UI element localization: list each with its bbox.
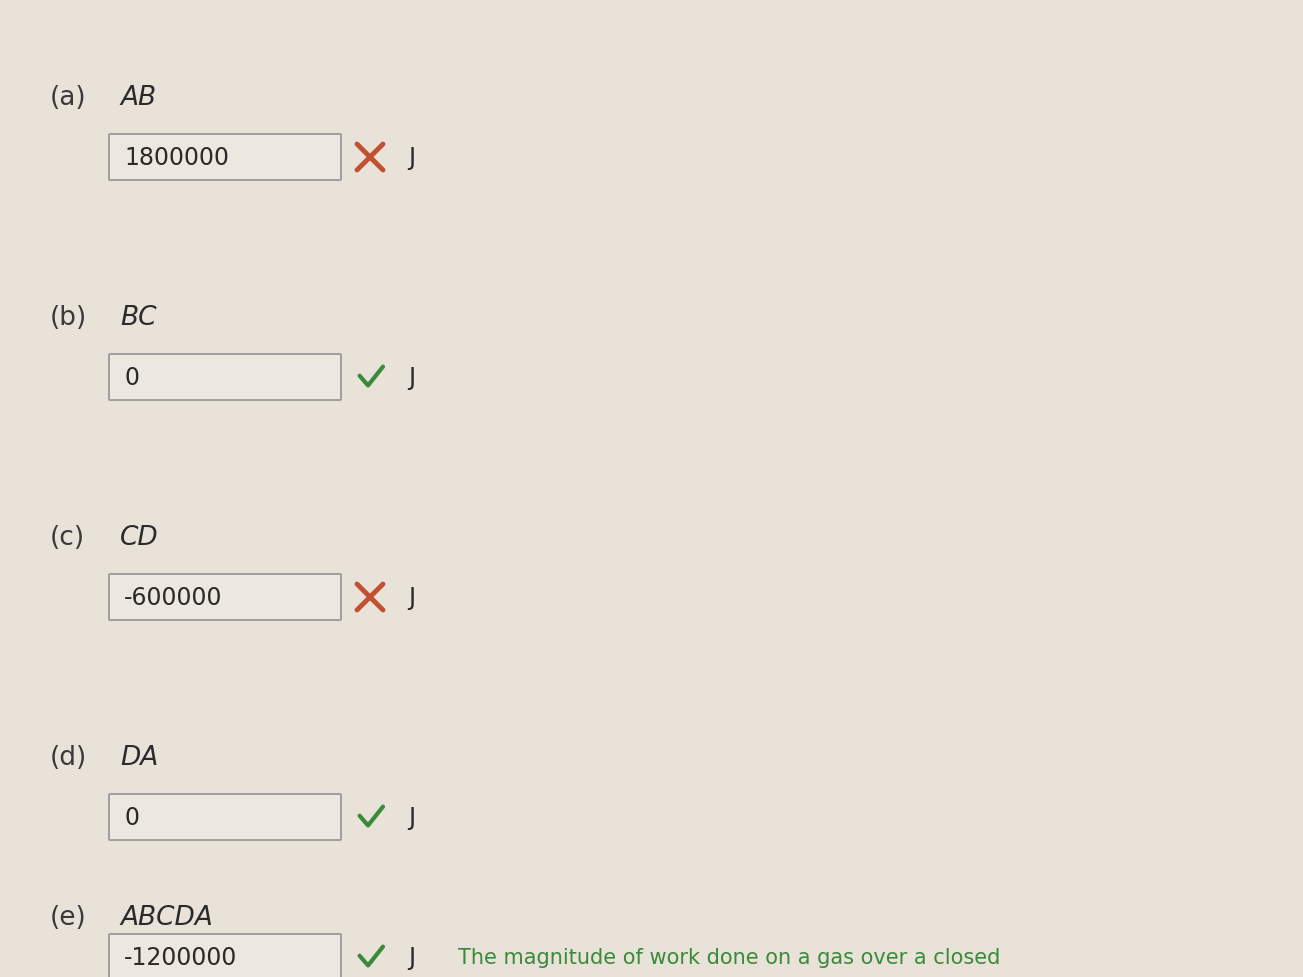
Text: J: J: [408, 146, 416, 170]
Text: BC: BC: [120, 305, 156, 330]
Text: (b): (b): [50, 305, 87, 330]
Text: 1800000: 1800000: [124, 146, 229, 170]
Text: (e): (e): [50, 904, 87, 930]
Text: CD: CD: [120, 525, 159, 550]
Text: J: J: [408, 365, 416, 390]
FancyBboxPatch shape: [109, 934, 341, 977]
Text: AB: AB: [120, 85, 156, 110]
Text: J: J: [408, 805, 416, 829]
FancyBboxPatch shape: [109, 794, 341, 840]
Text: (a): (a): [50, 85, 86, 110]
Text: The magnitude of work done on a gas over a closed: The magnitude of work done on a gas over…: [457, 947, 1001, 967]
Text: J: J: [408, 945, 416, 969]
Text: -1200000: -1200000: [124, 945, 237, 969]
Text: ABCDA: ABCDA: [120, 904, 212, 930]
Text: 0: 0: [124, 805, 139, 829]
Text: 0: 0: [124, 365, 139, 390]
Text: DA: DA: [120, 744, 158, 770]
Text: J: J: [408, 585, 416, 610]
FancyBboxPatch shape: [109, 355, 341, 401]
Text: (d): (d): [50, 744, 87, 770]
FancyBboxPatch shape: [109, 574, 341, 620]
Text: -600000: -600000: [124, 585, 223, 610]
FancyBboxPatch shape: [109, 135, 341, 181]
Text: (c): (c): [50, 525, 85, 550]
